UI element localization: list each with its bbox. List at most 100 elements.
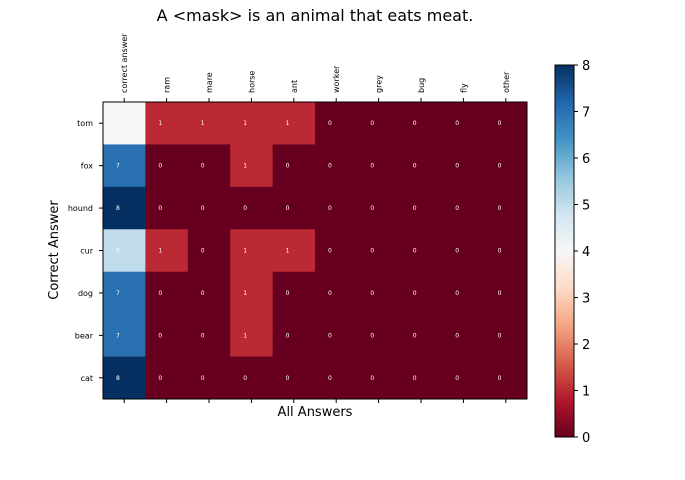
x-axis-label: All Answers <box>278 405 353 420</box>
cell-value-label: 0 <box>455 375 459 382</box>
cell-value-label: 0 <box>286 375 290 382</box>
colorbar-tick-label: 7 <box>582 106 590 121</box>
colorbar-tick-label: 0 <box>582 431 590 446</box>
heatmap-cell <box>272 144 316 188</box>
x-tick-label: mare <box>205 72 214 93</box>
heatmap-cell <box>442 144 486 188</box>
y-tick-label: hound <box>68 204 93 213</box>
cell-value-label: 0 <box>201 163 205 170</box>
y-tick-label: dog <box>78 289 93 298</box>
cell-value-label: 0 <box>370 290 374 297</box>
colorbar-tick-label: 2 <box>582 338 590 353</box>
x-tick-label: ant <box>290 80 299 93</box>
cell-value-label: 0 <box>201 290 205 297</box>
colorbar-tick-label: 5 <box>582 199 590 214</box>
cell-value-label: 0 <box>455 248 459 255</box>
cell-value-label: 0 <box>455 332 459 339</box>
heatmap-cell <box>230 144 274 188</box>
cell-value-label: 0 <box>498 120 502 127</box>
x-tick-label: grey <box>375 75 384 93</box>
cell-value-label: 7 <box>116 332 120 339</box>
heatmap-cell <box>187 102 231 145</box>
colorbar-ticks: 0 1 2 3 4 5 6 7 8 <box>574 59 590 446</box>
heatmap-cell <box>399 229 443 273</box>
cell-value-label: 1 <box>243 248 247 255</box>
cell-value-label: 0 <box>328 120 332 127</box>
cell-value-label: 0 <box>158 332 162 339</box>
heatmap-cell <box>230 186 274 230</box>
cell-value-label: 0 <box>370 120 374 127</box>
cell-value-label: 0 <box>370 375 374 382</box>
cell-value-label: 0 <box>286 163 290 170</box>
y-axis-label: Correct Answer <box>47 200 62 300</box>
heatmap-cell <box>442 314 486 358</box>
cell-value-label: 0 <box>370 332 374 339</box>
y-tick-label: tom <box>77 119 93 128</box>
cell-value-label: 0 <box>498 332 502 339</box>
cell-value-label: 0 <box>328 332 332 339</box>
heatmap-cell <box>357 314 401 358</box>
cell-value-label: 0 <box>328 248 332 255</box>
cell-value-label: 0 <box>413 120 417 127</box>
cell-value-label: 1 <box>201 120 205 127</box>
chart-title: A <mask> is an animal that eats meat. <box>157 6 474 25</box>
cell-value-label: 0 <box>158 375 162 382</box>
x-tick-label: worker <box>332 65 341 93</box>
heatmap-cell <box>103 229 146 273</box>
cell-value-label: 0 <box>328 163 332 170</box>
cell-value-label: 0 <box>498 248 502 255</box>
heatmap-cell <box>484 271 528 315</box>
heatmap-cell <box>187 271 231 315</box>
heatmap-cell <box>145 271 189 315</box>
heatmap-cell <box>187 144 231 188</box>
cell-value-label: 7 <box>116 290 120 297</box>
heatmap-cell <box>357 229 401 273</box>
cell-value-label: 8 <box>116 375 120 382</box>
heatmap-cell <box>230 356 274 400</box>
cell-value-label: 0 <box>413 375 417 382</box>
cell-value-label: 7 <box>116 163 120 170</box>
heatmap-cell <box>187 186 231 230</box>
heatmap-cell <box>399 186 443 230</box>
heatmap-cell <box>103 102 146 145</box>
cell-value-label: 1 <box>158 248 162 255</box>
heatmap-cell <box>103 356 146 400</box>
cell-value-label: 1 <box>286 248 290 255</box>
cell-value-label: 0 <box>328 375 332 382</box>
x-tick-label: horse <box>247 71 256 93</box>
cell-value-label: 0 <box>370 205 374 212</box>
cell-value-label: 0 <box>286 205 290 212</box>
heatmap-cell <box>484 356 528 400</box>
y-tick-label: fox <box>81 162 93 171</box>
cell-value-label: 0 <box>370 163 374 170</box>
colorbar-tick-label: 8 <box>582 59 590 74</box>
heatmap-cell <box>315 356 358 400</box>
heatmap-cell <box>272 356 316 400</box>
cell-value-label: 0 <box>498 290 502 297</box>
x-ticks: correct answer ram mare horse ant worker grey b… <box>120 33 511 403</box>
cell-value-label: 0 <box>328 290 332 297</box>
cell-value-label: 0 <box>201 332 205 339</box>
cell-value-label: 5 <box>116 248 120 255</box>
cell-value-label: 0 <box>158 290 162 297</box>
heatmap-cell <box>484 314 528 358</box>
colorbar-tick-label: 6 <box>582 152 590 167</box>
heatmap-cell <box>357 102 401 145</box>
cell-value-label: 0 <box>455 163 459 170</box>
heatmap-cell <box>315 186 358 230</box>
cell-value-label: 1 <box>286 120 290 127</box>
heatmap-cell <box>399 314 443 358</box>
heatmap-cell <box>399 144 443 188</box>
heatmap-cell <box>484 102 528 145</box>
cell-value-label: 0 <box>201 375 205 382</box>
cell-value-label: 0 <box>498 205 502 212</box>
cell-value-label: 0 <box>413 205 417 212</box>
cell-value-label: 1 <box>158 120 162 127</box>
heatmap-cell <box>357 144 401 188</box>
cell-value-label: 0 <box>286 332 290 339</box>
heatmap-cell <box>145 229 189 273</box>
cell-value-label: 0 <box>498 163 502 170</box>
heatmap-cell <box>272 271 316 315</box>
cell-value-label: 0 <box>201 205 205 212</box>
colorbar <box>554 64 575 438</box>
